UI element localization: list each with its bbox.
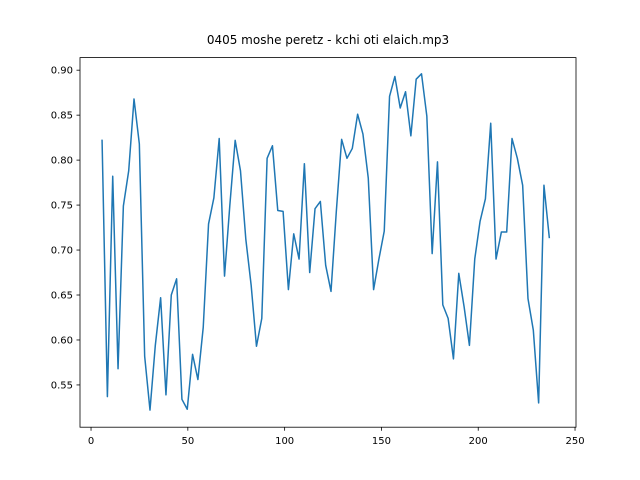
data-line xyxy=(101,73,551,411)
y-tick-label: 0.70 xyxy=(51,246,73,257)
x-tick-label: 100 xyxy=(275,436,294,447)
y-tick-label: 0.75 xyxy=(51,201,73,212)
chart-title: 0405 moshe peretz - kchi oti elaich.mp3 xyxy=(207,33,449,47)
x-tick-label: 150 xyxy=(372,436,391,447)
y-tick-label: 0.85 xyxy=(51,111,73,122)
plot-frame xyxy=(79,57,577,428)
y-tick-label: 0.65 xyxy=(51,291,73,302)
x-tick-label: 200 xyxy=(469,436,488,447)
y-tick-label: 0.60 xyxy=(51,335,73,346)
x-tick-label: 250 xyxy=(565,436,584,447)
y-tick-label: 0.80 xyxy=(51,156,73,167)
y-tick-label: 0.55 xyxy=(51,380,73,391)
x-tick-label: 0 xyxy=(88,436,94,447)
y-tick-label: 0.90 xyxy=(51,66,73,77)
x-tick-label: 50 xyxy=(181,436,194,447)
